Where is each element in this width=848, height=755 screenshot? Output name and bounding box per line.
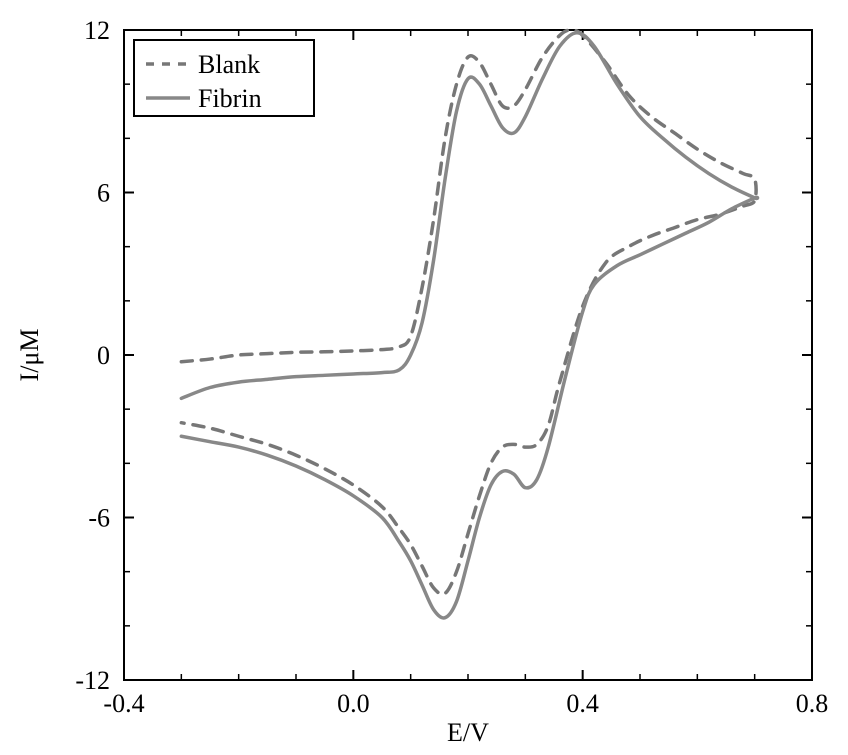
x-axis-label: E/V [447,718,489,747]
cv-chart: -0.40.00.40.8-12-60612E/VI/μMBlankFibrin [0,0,848,755]
y-tick-label: 0 [97,341,110,370]
x-tick-label: 0.4 [566,689,599,718]
y-tick-label: -12 [75,666,110,695]
y-tick-label: 12 [84,16,110,45]
x-tick-label: 0.0 [337,689,370,718]
y-tick-label: -6 [88,504,110,533]
x-tick-label: 0.8 [796,689,829,718]
legend-label-fibrin: Fibrin [198,84,262,113]
y-axis-label: I/μM [15,329,44,382]
legend-label-blank: Blank [198,50,260,79]
y-tick-label: 6 [97,179,110,208]
